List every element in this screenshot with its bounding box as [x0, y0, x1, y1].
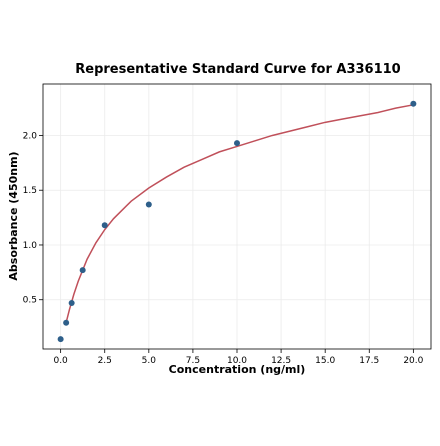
data-point [145, 201, 152, 208]
data-point [101, 222, 108, 229]
y-tick-label: 1.5 [23, 186, 37, 196]
y-tick-label: 0.5 [23, 296, 37, 306]
x-tick-label: 10.0 [227, 356, 247, 366]
y-axis-ticks: 0.5 1.0 1.5 2.0 [23, 131, 43, 306]
fit-curve-layer [65, 104, 414, 323]
y-axis-label: Absorbance (450nm) [7, 151, 20, 280]
data-points-layer [57, 100, 417, 343]
x-axis-label: Concentration (ng/ml) [169, 363, 306, 376]
grid-layer [43, 84, 431, 349]
chart-title: Representative Standard Curve for A33611… [75, 62, 400, 77]
x-axis-ticks: 0.0 2.5 5.0 7.5 10.0 12.5 15.0 17.5 20.0 [53, 349, 424, 366]
x-tick-label: 12.5 [271, 356, 291, 366]
x-tick-label: 0.0 [53, 356, 68, 366]
data-point [234, 140, 240, 147]
data-point [63, 319, 70, 326]
data-point [68, 300, 75, 307]
data-point [57, 336, 64, 343]
x-tick-label: 15.0 [315, 356, 335, 366]
x-tick-label: 20.0 [403, 356, 423, 366]
x-tick-label: 17.5 [359, 356, 379, 366]
fit-curve-line [65, 104, 414, 323]
data-point [410, 100, 417, 107]
y-tick-label: 1.0 [23, 241, 38, 251]
y-tick-label: 2.0 [23, 131, 38, 141]
x-tick-label: 2.5 [98, 356, 112, 366]
x-tick-label: 5.0 [142, 356, 157, 366]
data-point [79, 267, 86, 274]
x-tick-label: 7.5 [186, 356, 200, 366]
